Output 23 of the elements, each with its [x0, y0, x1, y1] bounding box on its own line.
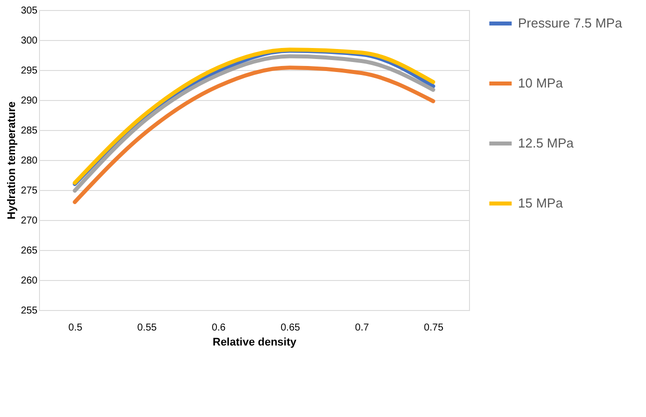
x-tick-label: 0.7: [355, 322, 370, 334]
x-tick-label: 0.55: [137, 322, 158, 334]
y-tick-label: 275: [20, 186, 38, 196]
x-tick-label: 0.75: [424, 322, 444, 334]
y-tick-label: 295: [20, 66, 38, 76]
legend-label: 12.5 MPa: [518, 136, 574, 150]
y-tick-label: 290: [20, 96, 38, 106]
y-tick-label: 285: [20, 126, 38, 136]
x-tick-label: 0.65: [280, 322, 300, 334]
y-axis-title: Hydration temperature: [6, 102, 18, 220]
y-tick-label: 300: [20, 36, 38, 46]
y-tick-label: 305: [20, 6, 38, 16]
y-tick-label: 270: [20, 216, 38, 226]
y-tick-label: 255: [20, 306, 38, 316]
legend-label: 15 MPa: [518, 196, 564, 210]
y-tick-label: 260: [20, 276, 38, 286]
x-axis-title: Relative density: [212, 336, 298, 348]
y-tick-label: 265: [20, 246, 38, 256]
x-tick-label: 0.5: [68, 322, 83, 334]
y-tick-label: 280: [20, 156, 38, 166]
legend-label: 10 MPa: [518, 76, 564, 90]
x-tick-label: 0.6: [212, 322, 226, 334]
legend-label: Pressure 7.5 MPa: [518, 16, 623, 30]
